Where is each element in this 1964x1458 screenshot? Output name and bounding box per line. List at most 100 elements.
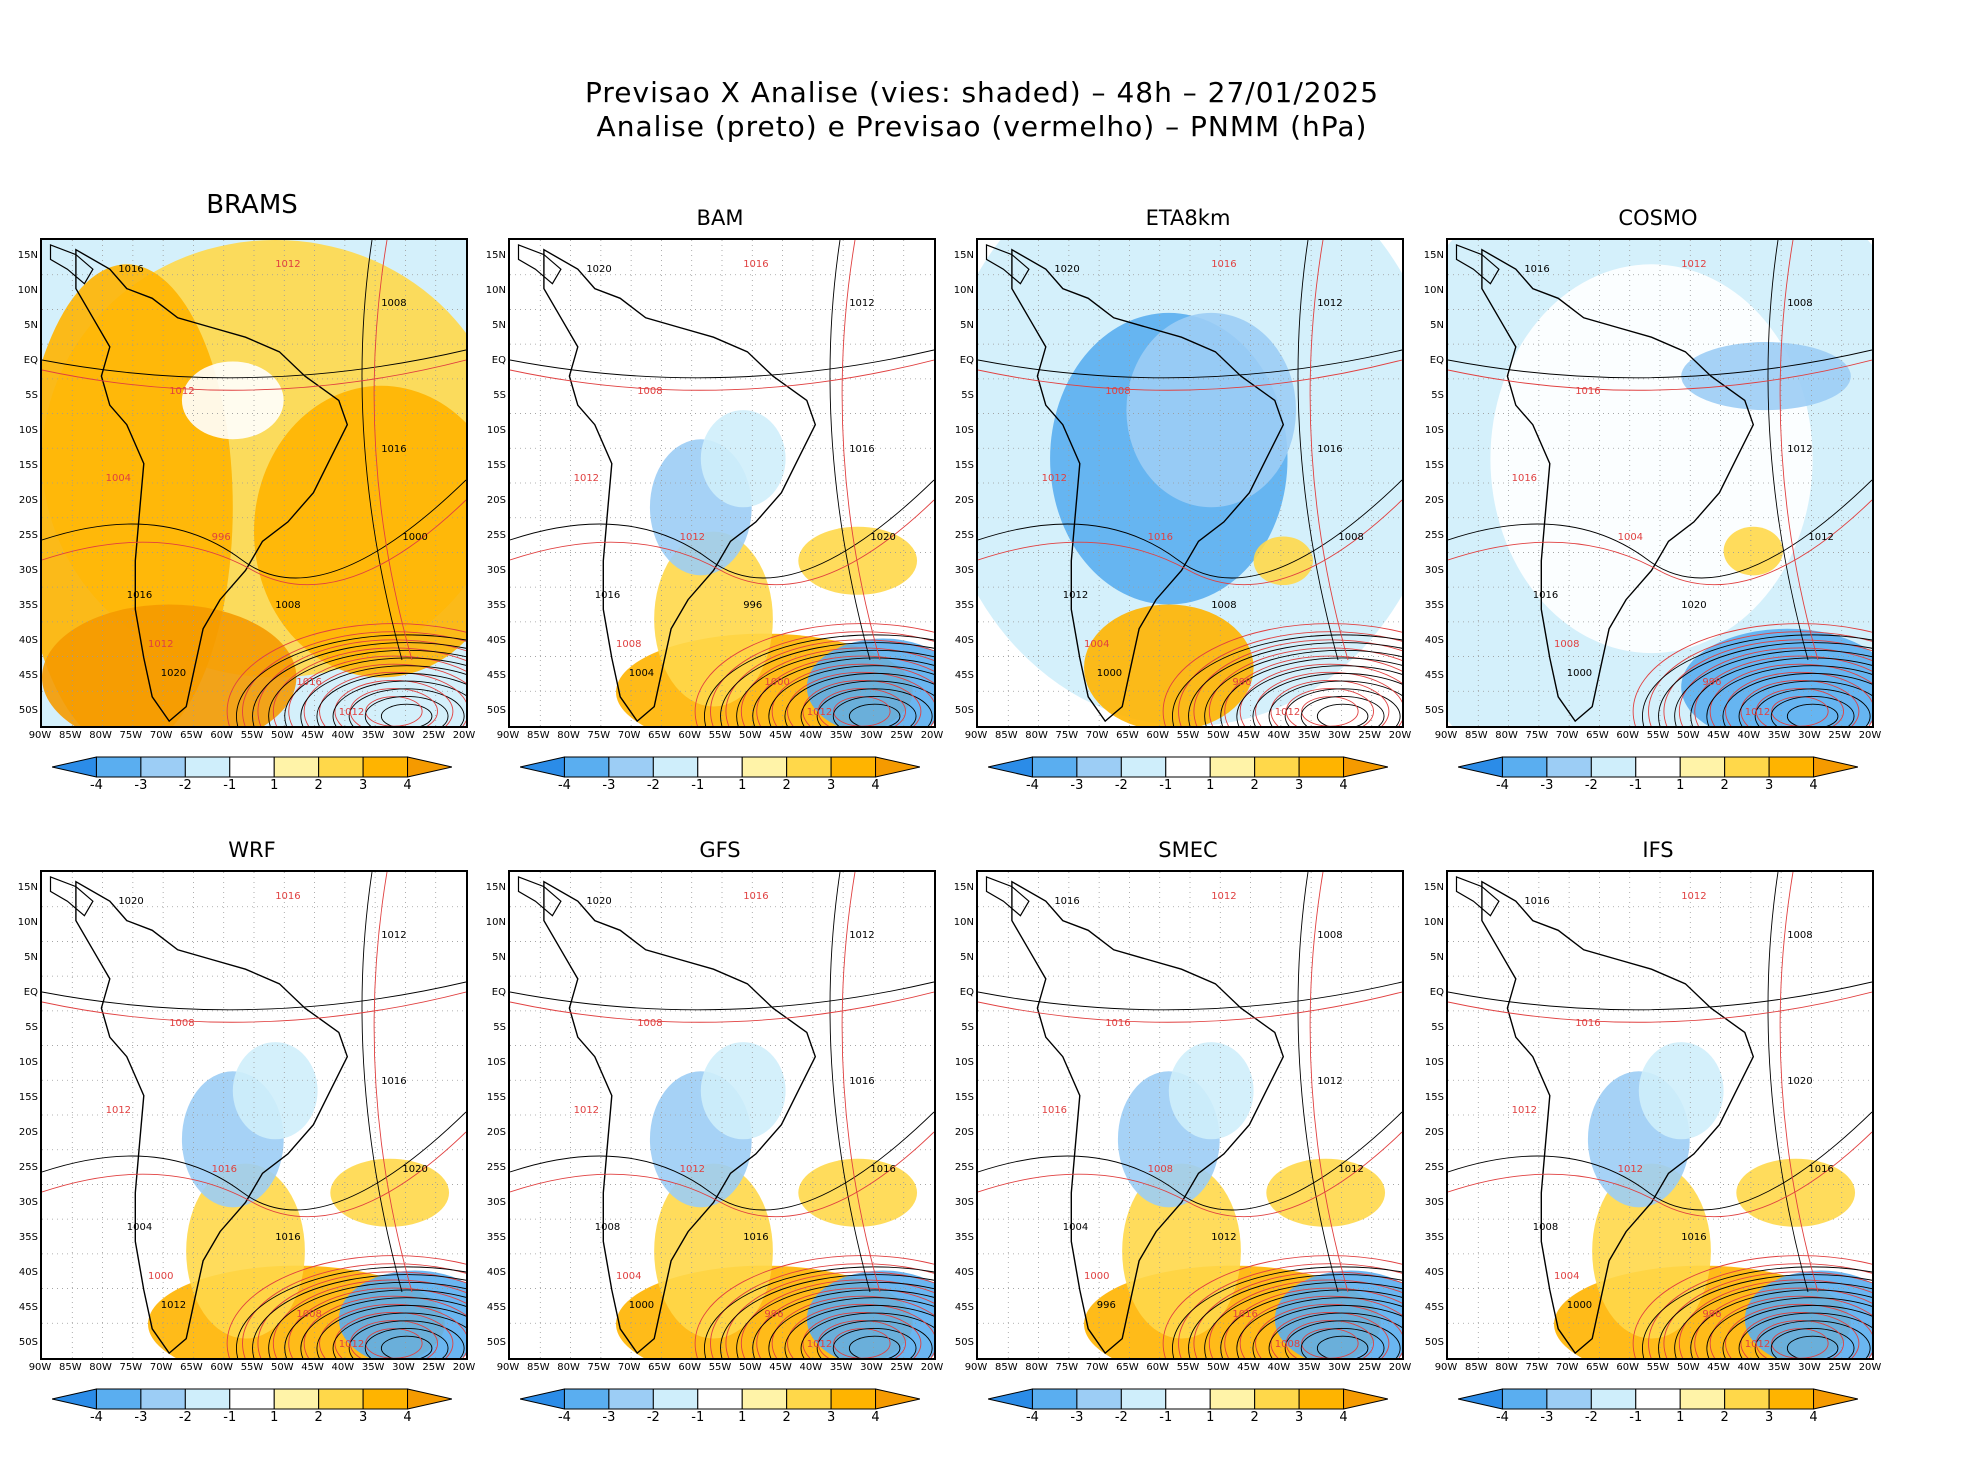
panel-bam: BAM 1020 1016 1012 1008 1016 1012 1020 1012 1016 1…: [468, 190, 944, 826]
analysis-isobar: [829, 240, 871, 661]
lat-tick-label: 10S: [1424, 425, 1444, 436]
analysis-isobar: [42, 1111, 466, 1211]
analysis-isobar: [1738, 680, 1872, 726]
lon-tick-label: 90W: [964, 730, 988, 741]
lat-tick-label: 25S: [954, 1162, 974, 1173]
bias-region: [1253, 536, 1313, 586]
lon-tick-label: 45W: [1237, 730, 1260, 741]
lon-tick-label: 40W: [331, 1362, 355, 1373]
lon-tick-label: 75W: [587, 730, 611, 741]
forecast-isobar: [694, 1255, 934, 1358]
lon-tick-label: 55W: [708, 1362, 732, 1373]
colorbar-swatch: [1590, 1388, 1637, 1410]
analysis-isobar: [364, 1328, 449, 1358]
analysis-isobar: [236, 1266, 466, 1358]
forecast-isobar: [1208, 1279, 1402, 1358]
lon-tick-label: 50W: [270, 730, 294, 741]
colorbar-label: 3: [1764, 778, 1774, 793]
analysis-isobar: [1252, 1304, 1402, 1358]
analysis-isobar: [978, 981, 1402, 1011]
lon-tick-label: 85W: [58, 1362, 82, 1373]
isobar-label: 1012: [338, 706, 365, 718]
colorbar-label: -2: [1114, 1410, 1128, 1425]
isobar-label: 1016: [1808, 1163, 1834, 1175]
lon-tick-label: 50W: [738, 1362, 762, 1373]
forecast-isobar: [771, 663, 934, 726]
analysis-isobar: [300, 1297, 466, 1358]
central-america-outline: [1455, 244, 1500, 285]
isobar-label: 996: [211, 531, 231, 543]
lat-tick-label: 15N: [485, 250, 506, 261]
lon-tick-label: 75W: [119, 1362, 143, 1373]
lon-tick-label: 30W: [1328, 730, 1351, 741]
isobar-label: 1016: [1575, 1017, 1601, 1029]
isobar-label: 1016: [1054, 896, 1080, 908]
colorbar-label: 3: [1764, 1410, 1774, 1425]
forecast-isobar: [1193, 1271, 1402, 1358]
lat-tick-label: 5N: [960, 320, 974, 331]
forecast-isobar: [303, 1295, 466, 1358]
isobar-label: 1012: [573, 1105, 600, 1117]
lat-tick-label: 30S: [954, 1197, 974, 1208]
colorbar-label: 1: [1206, 778, 1215, 793]
analysis-isobar: [1658, 1274, 1872, 1358]
lon-tick-label: 80W: [1495, 1362, 1518, 1373]
bias-region: [42, 604, 297, 726]
colorbar-swatch: [1209, 1388, 1256, 1410]
lat-tick-label: 5S: [961, 390, 974, 401]
lon-tick-label: 35W: [1297, 1362, 1321, 1373]
lat-tick-label: 45S: [1424, 1302, 1444, 1313]
lon-tick-label: 55W: [1176, 730, 1200, 741]
figure-title-line1: Previsao X Analise (vies: shaded) – 48h …: [584, 76, 1380, 109]
colorbar-label: -3: [1540, 778, 1554, 793]
colorbar: -4 -3 -2 -1 1 2 3 4: [1457, 756, 1859, 800]
colorbar-swatch: [1679, 1388, 1726, 1410]
colorbar-label: -1: [223, 778, 237, 793]
lat-tick-label: 50S: [18, 705, 38, 716]
analysis-isobar: [284, 657, 466, 726]
bias-region: [700, 410, 786, 508]
analysis-isobar: [829, 872, 871, 1293]
isobar-label: 1012: [1511, 1105, 1538, 1117]
isobar-label: 1020: [160, 667, 187, 679]
lat-tick-label: 10S: [486, 1057, 506, 1068]
forecast-isobar: [1740, 679, 1860, 726]
lon-tick-label: 70W: [1085, 730, 1109, 741]
analysis-isobar: [1316, 703, 1369, 726]
bias-region: [798, 1158, 918, 1227]
lon-tick-label: 65W: [1586, 730, 1609, 741]
lon-tick-label: 25W: [1358, 1362, 1382, 1373]
colorbar-label: -1: [1629, 778, 1643, 793]
colorbar-label: -3: [1070, 778, 1084, 793]
lat-tick-label: 35S: [954, 1232, 974, 1243]
isobar-label: 1008: [1787, 930, 1813, 942]
colorbar: -4 -3 -2 -1 1 2 3 4: [987, 1388, 1389, 1432]
lon-tick-label: 30W: [392, 1362, 415, 1373]
isobar-label: 1016: [849, 1076, 875, 1088]
lat-tick-label: 10S: [1424, 1057, 1444, 1068]
isobar-label: 1008: [1147, 1163, 1174, 1175]
analysis-isobar: [1674, 649, 1872, 726]
lon-tick-label: 75W: [1525, 1362, 1549, 1373]
lon-tick-label: 70W: [1085, 1362, 1109, 1373]
isobar-label: 1004: [616, 1270, 642, 1282]
colorbar-swatch: [697, 1388, 743, 1410]
forecast-isobar: [1448, 499, 1872, 586]
lon-tick-label: 60W: [1616, 1362, 1640, 1373]
analysis-isobar: [768, 665, 934, 726]
isobar-label: 1008: [637, 1017, 663, 1029]
lat-tick-label: 40S: [486, 1267, 506, 1278]
lon-tick-label: 70W: [617, 730, 641, 741]
bias-map: 1016 1012 1008 1016 1020 1012 1016 1012 1008 1004…: [1446, 870, 1874, 1360]
isobar-label: 1004: [1617, 531, 1644, 543]
colorbar-swatch: [652, 1388, 699, 1410]
lon-tick-label: 85W: [994, 1362, 1018, 1373]
lat-tick-label: 5S: [25, 390, 38, 401]
analysis-isobar: [1297, 872, 1339, 1293]
colorbar-label: 1: [738, 1410, 747, 1425]
lat-tick-label: 5N: [492, 952, 506, 963]
colorbar-label: 4: [403, 1410, 412, 1425]
analysis-isobar: [364, 696, 449, 726]
forecast-isobar: [288, 1287, 466, 1358]
isobar-label: 1016: [743, 891, 769, 903]
